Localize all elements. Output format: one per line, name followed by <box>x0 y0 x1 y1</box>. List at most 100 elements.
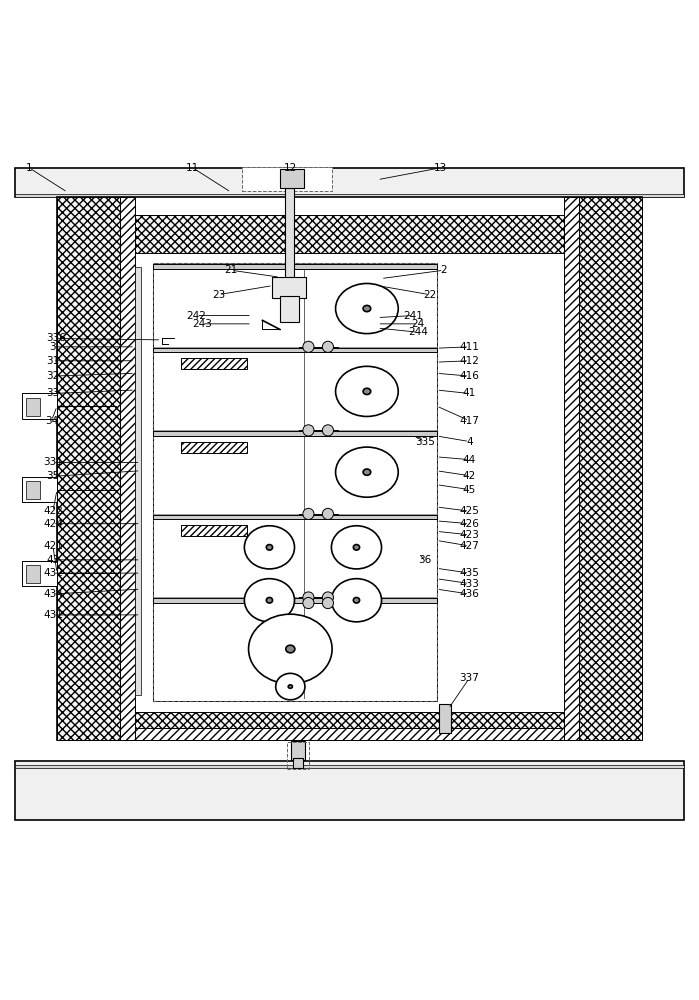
Bar <box>271 277 306 298</box>
Text: 241: 241 <box>403 311 424 321</box>
Text: 242: 242 <box>187 311 206 321</box>
Text: 22: 22 <box>423 290 436 300</box>
Ellipse shape <box>322 508 333 519</box>
Bar <box>120 197 135 740</box>
Bar <box>135 712 564 740</box>
Bar <box>579 197 642 740</box>
Ellipse shape <box>322 425 333 436</box>
Bar <box>181 525 247 536</box>
Bar <box>285 188 294 279</box>
Ellipse shape <box>322 597 333 609</box>
Text: 44: 44 <box>463 455 476 465</box>
Text: 1: 1 <box>26 163 33 173</box>
Bar <box>22 393 57 419</box>
Bar <box>22 477 57 502</box>
Text: 4: 4 <box>466 437 473 447</box>
Text: 433: 433 <box>459 579 480 589</box>
Text: 11: 11 <box>186 163 199 173</box>
Text: 243: 243 <box>192 319 212 329</box>
Text: 337: 337 <box>459 673 480 683</box>
Text: 41: 41 <box>463 388 476 398</box>
Text: 36: 36 <box>418 555 431 565</box>
Ellipse shape <box>303 341 314 352</box>
Text: 43: 43 <box>46 555 59 565</box>
Text: 13: 13 <box>433 163 447 173</box>
Text: 427: 427 <box>459 541 480 551</box>
Ellipse shape <box>353 545 359 550</box>
Ellipse shape <box>322 592 333 603</box>
Bar <box>26 565 40 583</box>
Bar <box>280 296 299 322</box>
Bar <box>293 758 303 768</box>
Text: 412: 412 <box>459 356 480 366</box>
Bar <box>153 264 437 269</box>
Bar <box>153 598 437 603</box>
Ellipse shape <box>336 447 398 497</box>
Text: 432: 432 <box>43 568 63 578</box>
Text: 2: 2 <box>440 265 447 275</box>
Bar <box>135 267 140 695</box>
Bar <box>287 742 309 769</box>
Bar <box>15 761 684 820</box>
Ellipse shape <box>303 508 314 519</box>
Text: 423: 423 <box>459 530 480 540</box>
Text: 24: 24 <box>411 319 424 329</box>
Bar <box>15 168 684 197</box>
Text: 33: 33 <box>46 388 59 398</box>
Text: 335: 335 <box>415 437 435 447</box>
Ellipse shape <box>288 685 292 688</box>
Bar <box>15 765 684 768</box>
Bar <box>153 515 437 519</box>
Text: 426: 426 <box>459 519 480 529</box>
Text: 416: 416 <box>459 371 480 381</box>
Text: 244: 244 <box>408 327 428 337</box>
Text: 421: 421 <box>43 541 63 551</box>
Text: 435: 435 <box>459 568 480 578</box>
Bar <box>181 442 247 453</box>
Text: 21: 21 <box>224 265 238 275</box>
Text: 32: 32 <box>46 371 59 381</box>
Ellipse shape <box>363 388 370 395</box>
Bar <box>153 263 437 701</box>
Bar <box>135 728 564 740</box>
Text: 431: 431 <box>43 610 63 620</box>
Ellipse shape <box>363 305 370 312</box>
Ellipse shape <box>363 469 370 475</box>
Text: 425: 425 <box>459 506 480 516</box>
Ellipse shape <box>266 545 273 550</box>
Text: 411: 411 <box>459 342 480 352</box>
Text: 31: 31 <box>46 356 59 366</box>
Ellipse shape <box>303 425 314 436</box>
Ellipse shape <box>275 673 305 700</box>
Text: 35: 35 <box>46 471 59 481</box>
Ellipse shape <box>249 614 332 684</box>
Text: 23: 23 <box>212 290 225 300</box>
Ellipse shape <box>336 283 398 334</box>
Ellipse shape <box>245 579 294 622</box>
Text: 422: 422 <box>43 506 63 516</box>
Text: 12: 12 <box>284 163 297 173</box>
Text: 434: 434 <box>43 589 63 599</box>
Text: 45: 45 <box>463 485 476 495</box>
Bar <box>153 431 437 436</box>
Text: 336: 336 <box>45 333 66 343</box>
Bar <box>26 398 40 416</box>
Ellipse shape <box>331 579 382 622</box>
Bar <box>280 169 304 188</box>
Bar <box>242 167 332 191</box>
Ellipse shape <box>286 645 295 653</box>
Bar <box>15 194 684 197</box>
Ellipse shape <box>245 526 294 569</box>
Bar <box>22 561 57 586</box>
Text: 424: 424 <box>43 519 63 529</box>
Bar <box>438 704 451 733</box>
Bar <box>135 215 564 253</box>
Text: 3: 3 <box>50 342 56 352</box>
Bar <box>153 348 437 352</box>
Bar <box>57 197 642 740</box>
Text: 417: 417 <box>459 416 480 426</box>
Text: 331: 331 <box>43 457 63 467</box>
Ellipse shape <box>336 366 398 416</box>
Ellipse shape <box>353 597 359 603</box>
Bar <box>291 741 305 760</box>
